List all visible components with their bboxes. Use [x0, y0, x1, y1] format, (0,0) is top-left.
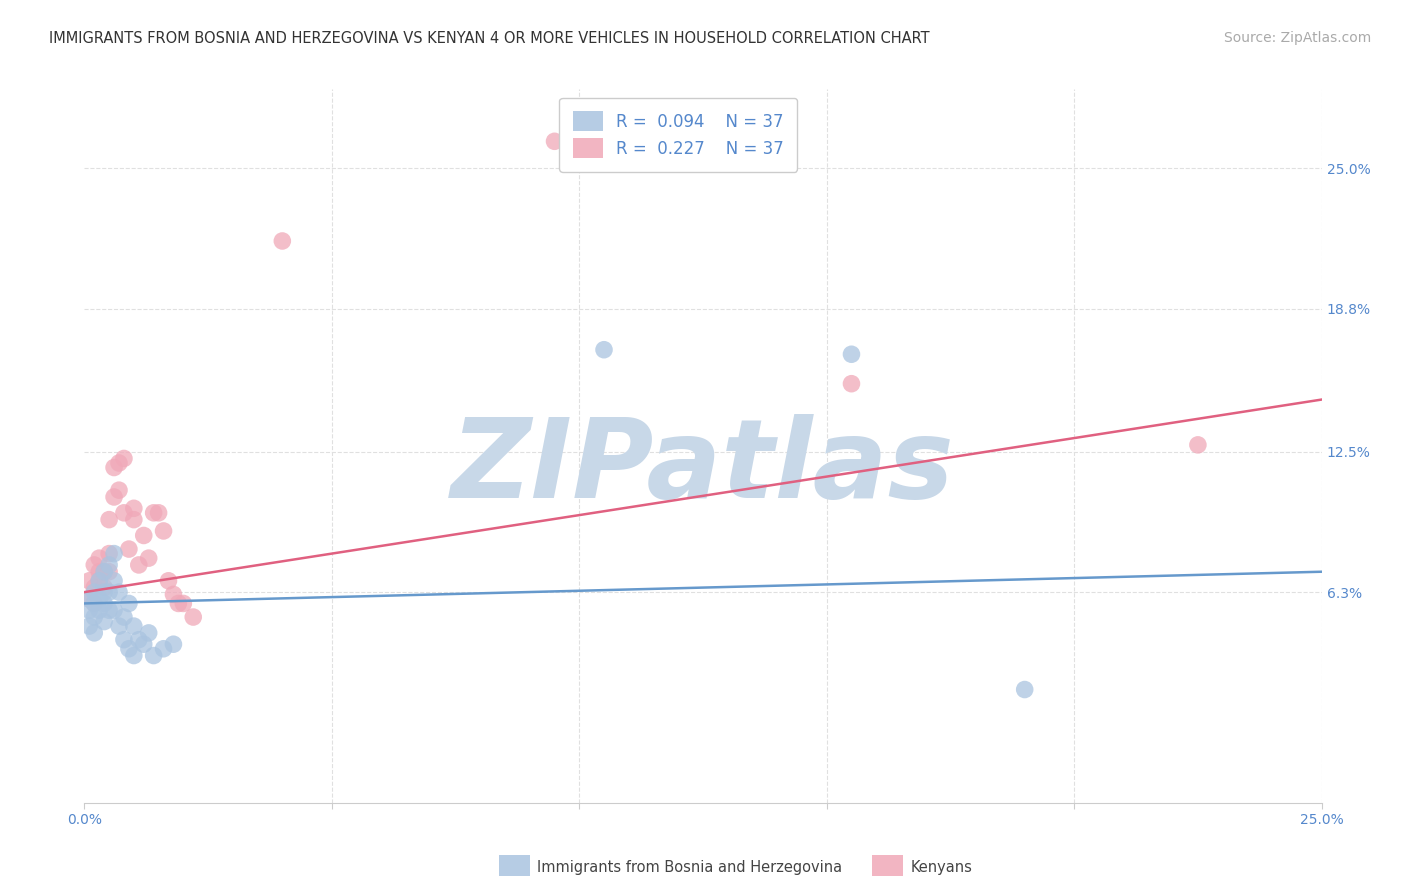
Point [142, 506, 165, 520]
Point [128, 558, 150, 572]
Point [79, 603, 101, 617]
Point [543, 134, 565, 148]
Point [1187, 438, 1209, 452]
Point [103, 547, 125, 561]
Point [112, 506, 135, 520]
Point [138, 626, 160, 640]
Point [83, 597, 105, 611]
Point [83, 558, 105, 572]
Point [108, 483, 131, 498]
Text: Source: ZipAtlas.com: Source: ZipAtlas.com [1223, 31, 1371, 45]
Point [98, 603, 121, 617]
Legend: R =  0.094    N = 37, R =  0.227    N = 37: R = 0.094 N = 37, R = 0.227 N = 37 [560, 97, 797, 171]
Point [83, 585, 105, 599]
Point [89, 551, 111, 566]
Point [142, 648, 165, 663]
Point [122, 619, 145, 633]
Point [93, 585, 115, 599]
Point [103, 603, 125, 617]
Point [138, 551, 160, 566]
Point [89, 565, 111, 579]
Point [118, 641, 141, 656]
Point [118, 597, 141, 611]
Point [172, 597, 194, 611]
Point [112, 632, 135, 647]
Point [162, 587, 184, 601]
Point [132, 637, 155, 651]
Point [128, 632, 150, 647]
Point [162, 637, 184, 651]
Point [122, 648, 145, 663]
Point [118, 542, 141, 557]
Point [93, 565, 115, 579]
Point [122, 501, 145, 516]
Point [167, 597, 190, 611]
Point [112, 451, 135, 466]
Point [98, 513, 121, 527]
Point [122, 513, 145, 527]
Point [148, 506, 170, 520]
Point [1014, 682, 1036, 697]
Point [112, 610, 135, 624]
Text: Immigrants from Bosnia and Herzegovina: Immigrants from Bosnia and Herzegovina [537, 860, 842, 874]
Point [93, 597, 115, 611]
Point [132, 528, 155, 542]
Point [79, 591, 101, 606]
Point [93, 581, 115, 595]
Text: IMMIGRANTS FROM BOSNIA AND HERZEGOVINA VS KENYAN 4 OR MORE VEHICLES IN HOUSEHOLD: IMMIGRANTS FROM BOSNIA AND HERZEGOVINA V… [49, 31, 929, 46]
Point [83, 597, 105, 611]
Point [181, 610, 204, 624]
Point [108, 619, 131, 633]
Text: ZIPatlas: ZIPatlas [451, 414, 955, 521]
Point [103, 490, 125, 504]
Point [83, 581, 105, 595]
Point [103, 574, 125, 588]
Point [98, 585, 121, 599]
Point [83, 610, 105, 624]
Point [89, 603, 111, 617]
Point [593, 343, 616, 357]
Point [79, 591, 101, 606]
Point [271, 234, 294, 248]
Point [93, 565, 115, 579]
Point [89, 574, 111, 588]
Point [98, 565, 121, 579]
Point [152, 524, 174, 538]
Point [89, 591, 111, 606]
Point [98, 558, 121, 572]
Point [93, 615, 115, 629]
Point [108, 585, 131, 599]
Point [98, 547, 121, 561]
Point [152, 641, 174, 656]
Point [83, 626, 105, 640]
Text: Kenyans: Kenyans [911, 860, 973, 874]
Point [79, 619, 101, 633]
Point [841, 376, 863, 391]
Point [79, 574, 101, 588]
Point [89, 574, 111, 588]
Point [103, 460, 125, 475]
Point [841, 347, 863, 361]
Point [157, 574, 180, 588]
Point [108, 456, 131, 470]
